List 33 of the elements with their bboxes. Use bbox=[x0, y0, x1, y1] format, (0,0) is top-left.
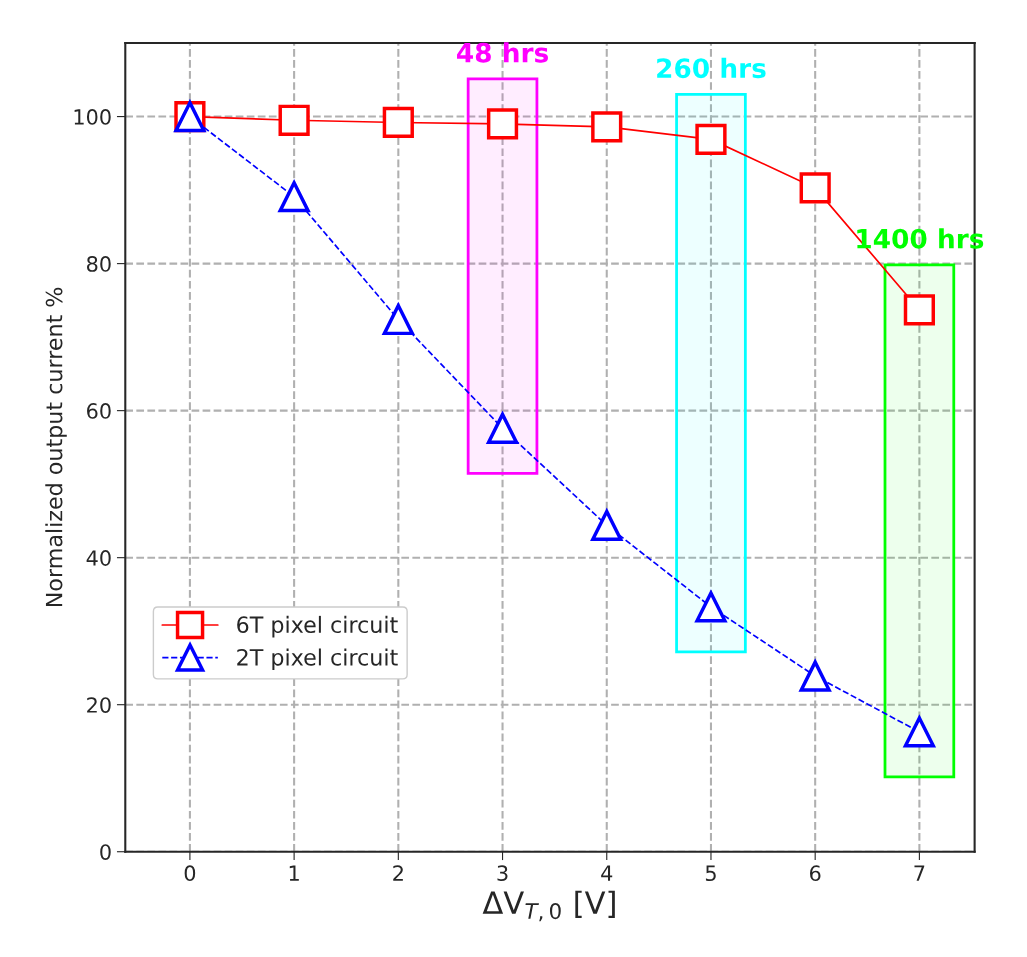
legend-label: 6T pixel circuit bbox=[237, 615, 398, 638]
x-axis-title: ΔV$_{T,0}$ [V] bbox=[482, 890, 615, 922]
point bbox=[903, 294, 936, 326]
point bbox=[486, 108, 519, 140]
point bbox=[903, 716, 936, 748]
y-tick-label: 60 bbox=[87, 403, 111, 419]
y-tick-label: 100 bbox=[74, 109, 111, 125]
x-tick-label: 6 bbox=[810, 865, 821, 882]
x-tick-label: 1 bbox=[289, 865, 299, 881]
y-tick-label: 40 bbox=[86, 550, 111, 566]
band-label: 48 hrs bbox=[457, 42, 548, 63]
x-tick-label: 5 bbox=[705, 865, 716, 882]
point bbox=[695, 591, 727, 623]
x-tick-label: 0 bbox=[184, 865, 196, 882]
point bbox=[695, 123, 727, 155]
point bbox=[591, 111, 623, 143]
point bbox=[278, 181, 310, 213]
point bbox=[278, 104, 310, 136]
point bbox=[381, 301, 415, 336]
y-tick-label: 0 bbox=[100, 844, 111, 860]
point bbox=[799, 660, 831, 692]
point bbox=[382, 106, 414, 139]
x-tick-label: 3 bbox=[497, 865, 508, 882]
band-label: 260 hrs bbox=[657, 57, 766, 79]
x-tick-label: 2 bbox=[393, 865, 403, 881]
legend-label: 2T pixel circuit bbox=[237, 648, 398, 670]
point bbox=[590, 507, 624, 541]
x-tick-label: 7 bbox=[914, 865, 925, 881]
x-tick-label: 4 bbox=[601, 865, 613, 881]
y-axis-title: Normalized output current % bbox=[45, 287, 67, 607]
y-tick-label: 20 bbox=[87, 697, 111, 713]
y-tick-label: 80 bbox=[87, 256, 111, 272]
point bbox=[485, 410, 520, 444]
